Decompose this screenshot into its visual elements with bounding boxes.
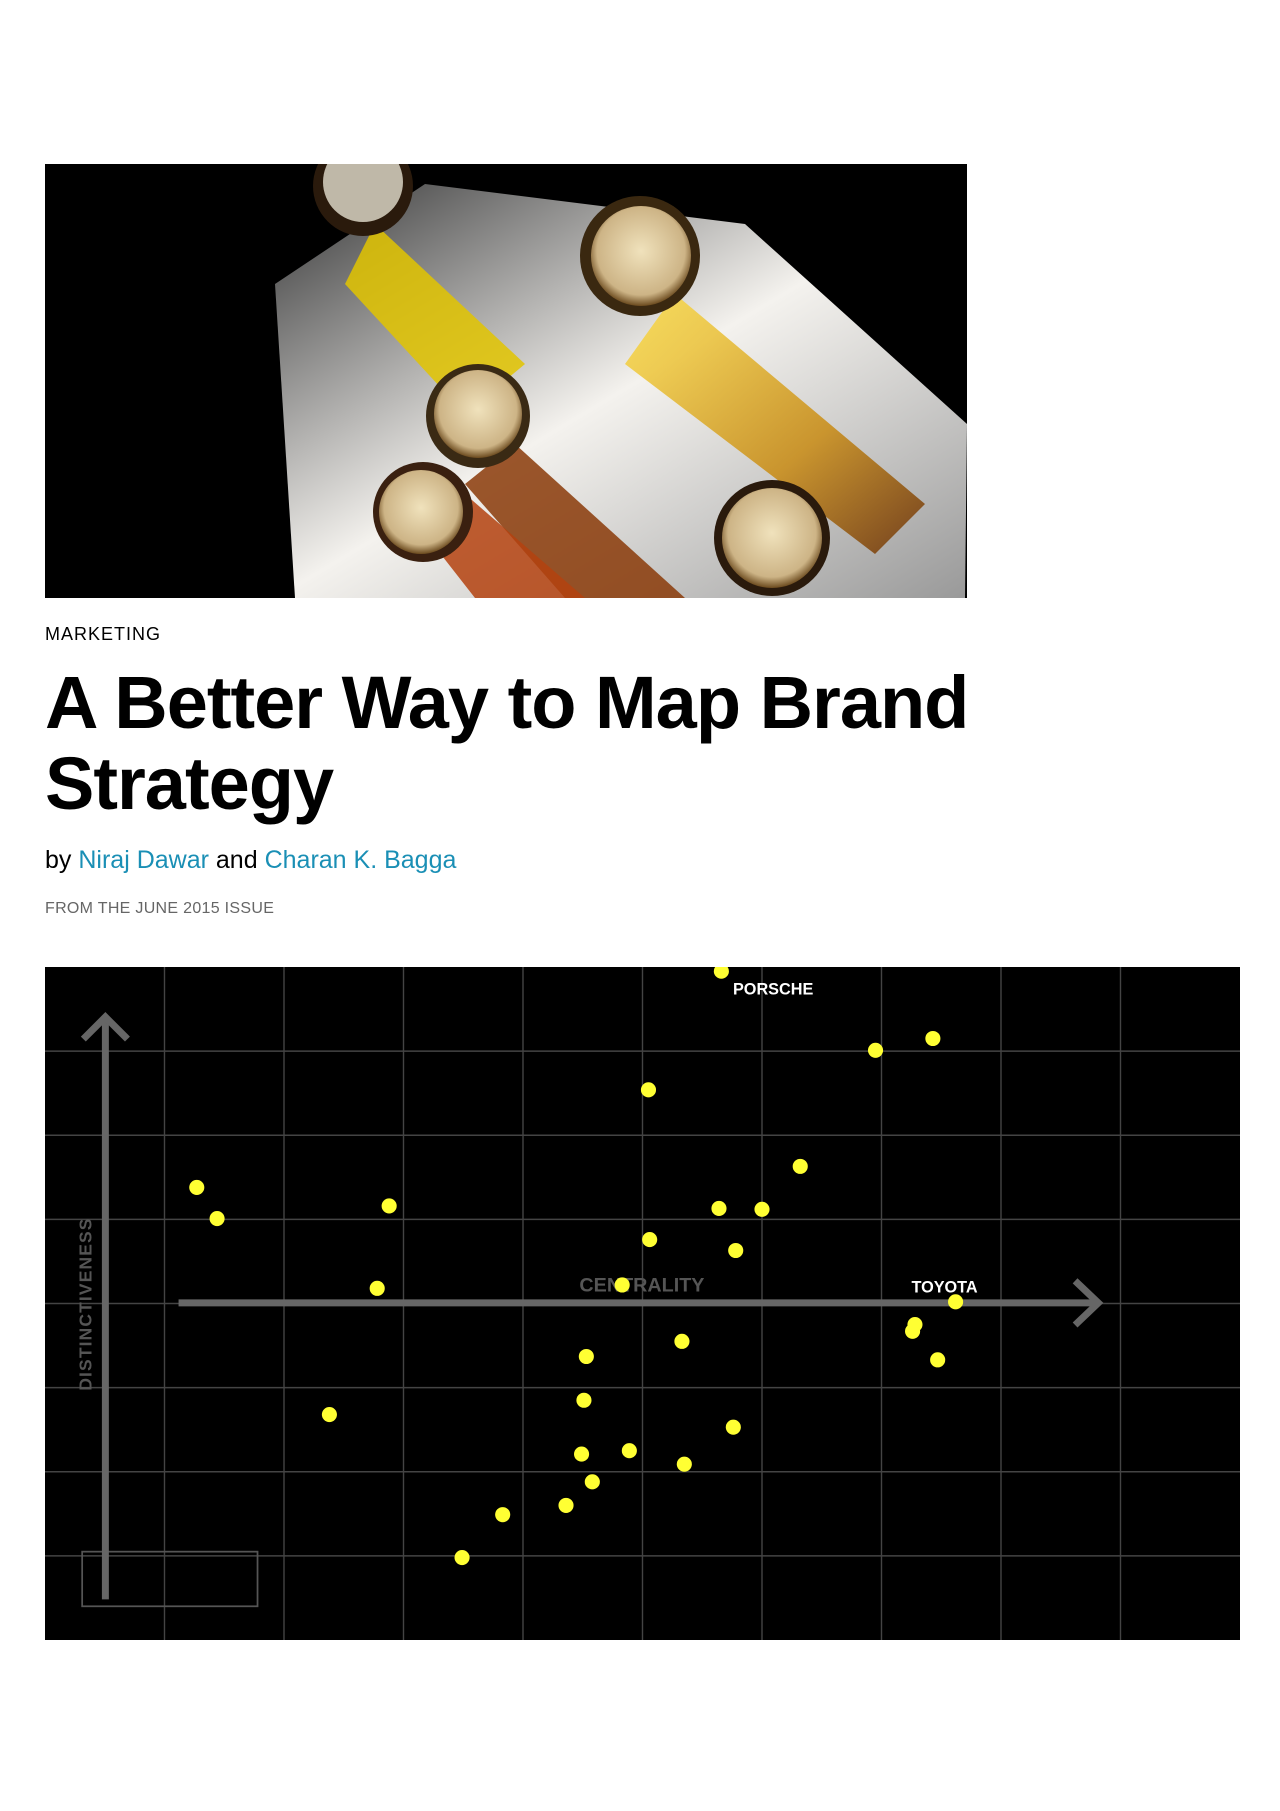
hero-image — [45, 164, 967, 598]
data-point — [725, 1419, 741, 1435]
data-point — [948, 1294, 964, 1310]
data-point — [728, 1242, 744, 1259]
data-point — [576, 1392, 592, 1408]
beer-glasses-photo-icon — [45, 164, 967, 598]
data-point — [574, 1446, 590, 1462]
data-point — [369, 1280, 385, 1296]
brand-map-chart: CENTRALITY DISTINCTIVENESS PORSCHE TOYOTA — [45, 967, 1240, 1640]
article-title: A Better Way to Map Brand Strategy — [45, 661, 969, 825]
annotation-label: PORSCHE — [733, 980, 813, 998]
x-axis-label: CENTRALITY — [579, 1274, 704, 1296]
legend-box — [81, 1550, 259, 1608]
data-point — [674, 1333, 690, 1349]
issue-label[interactable]: FROM THE JUNE 2015 ISSUE — [45, 900, 275, 917]
data-point — [930, 1352, 946, 1368]
y-axis-label: DISTINCTIVENESS — [75, 1217, 95, 1390]
byline-and: and — [215, 846, 258, 874]
data-point — [189, 1179, 205, 1195]
data-point — [792, 1158, 808, 1174]
data-point — [454, 1550, 470, 1566]
author-link[interactable]: Charan K. Bagga — [264, 846, 457, 874]
section-label[interactable]: MARKETING — [45, 624, 162, 644]
data-points — [189, 967, 964, 1566]
data-point — [584, 1474, 600, 1490]
data-point — [713, 967, 729, 979]
byline-by: by — [45, 846, 72, 874]
data-point — [711, 1200, 727, 1216]
data-point — [642, 1232, 658, 1248]
data-point — [495, 1507, 511, 1523]
x-axis-arrow — [178, 1278, 1104, 1328]
annotation-label: TOYOTA — [911, 1279, 977, 1297]
data-point — [558, 1497, 574, 1513]
data-point — [321, 1406, 337, 1423]
data-point — [381, 1198, 397, 1214]
data-point — [867, 1042, 884, 1058]
y-axis-arrow — [80, 1012, 130, 1600]
annotations: PORSCHE TOYOTA — [733, 980, 978, 1296]
author-link[interactable]: Niraj Dawar — [78, 846, 209, 874]
data-point — [676, 1456, 692, 1472]
data-point — [209, 1210, 225, 1227]
byline: by Niraj Dawar and Charan K. Bagga — [45, 846, 456, 875]
data-point — [578, 1348, 594, 1365]
data-point — [925, 1030, 941, 1047]
data-point — [754, 1201, 770, 1217]
data-point — [614, 1277, 630, 1293]
data-point — [640, 1082, 657, 1098]
data-point — [905, 1323, 921, 1339]
data-point — [621, 1443, 637, 1459]
